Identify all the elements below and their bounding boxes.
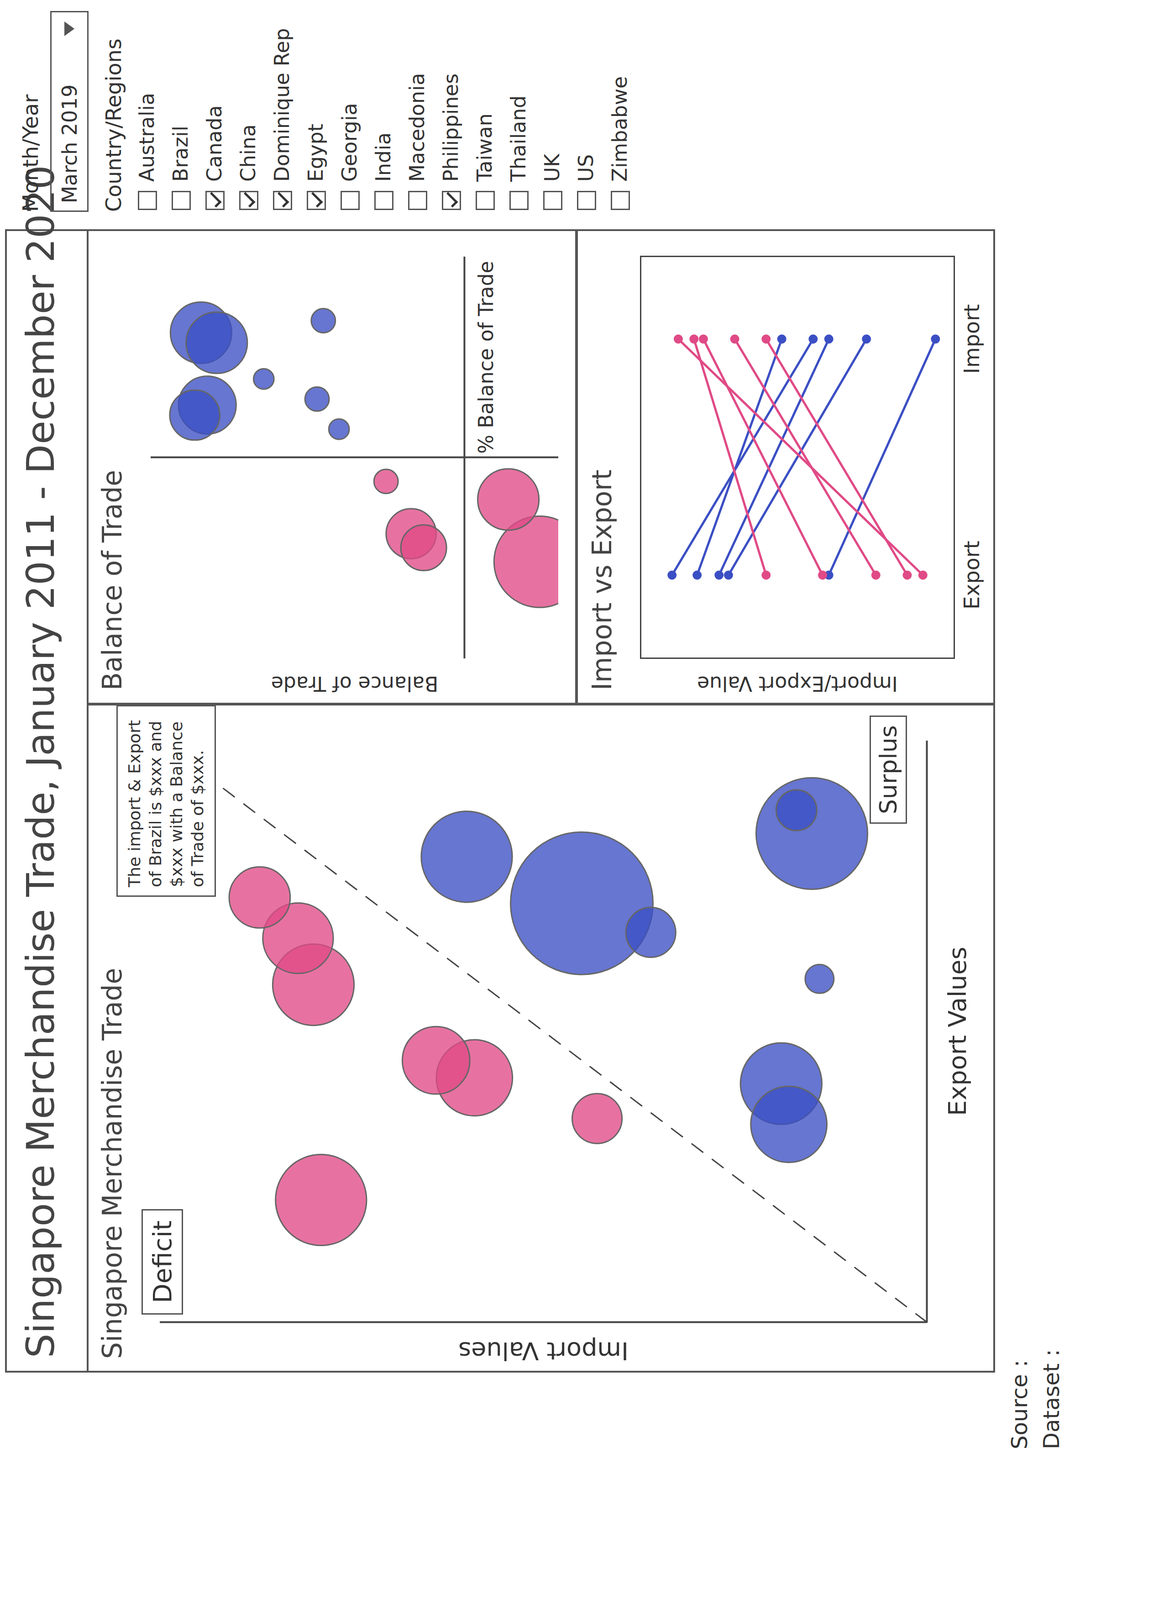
html-text:March 2019: March 2019 <box>57 84 82 204</box>
html-text:Deficit: Deficit <box>147 1220 178 1303</box>
html-text:Taiwan: Taiwan <box>472 113 497 182</box>
html-text:Egypt: Egypt <box>304 123 328 182</box>
html-text:Brazil: Brazil <box>168 125 193 182</box>
html-text:Month/Year: Month/Year <box>18 94 43 212</box>
html-text:Dominique Rep: Dominique Rep <box>270 28 294 182</box>
html-text:The import & Export of Brazil: The import & Export of Brazil is $xxx an… <box>125 719 207 887</box>
html-text:Georgia: Georgia <box>337 102 362 182</box>
svg-text:Balance of Trade: Balance of Trade <box>271 671 439 696</box>
html-text:Country/Regions: Country/Regions <box>101 38 126 212</box>
svg-text:Import/Export Value: Import/Export Value <box>697 671 898 696</box>
html-text:Canada: Canada <box>202 105 226 182</box>
html-text:Surplus: Surplus <box>874 724 902 814</box>
html-text:Philippines: Philippines <box>439 73 463 182</box>
html-text:UK: UK <box>540 153 564 182</box>
svg-text:Export: Export <box>959 540 985 610</box>
svg-text:Export Values: Export Values <box>943 946 972 1116</box>
html-text:Import vs Export: Import vs Export <box>586 469 618 691</box>
html-text:Singapore Merchandise Trade: Singapore Merchandise Trade <box>96 967 128 1359</box>
html-text:Thailand: Thailand <box>506 95 530 182</box>
html-text:Balance of Trade: Balance of Trade <box>96 469 128 691</box>
svg-text:Import: Import <box>959 304 985 374</box>
html-text:Singapore Merchandise Trade, J: Singapore Merchandise Trade, January 201… <box>18 165 63 1358</box>
svg-text:Import Values: Import Values <box>458 1336 629 1365</box>
html-text:Dataset :: Dataset : <box>1038 1348 1065 1449</box>
html-text:China: China <box>236 124 260 182</box>
svg-text:% Balance of Trade: % Balance of Trade <box>474 261 498 454</box>
html-text:India: India <box>371 132 395 182</box>
html-text:Macedonia: Macedonia <box>405 72 429 182</box>
html-text:Source :: Source : <box>1006 1359 1033 1449</box>
html-text:US: US <box>574 154 598 182</box>
html-text:Australia: Australia <box>135 92 159 182</box>
html-text:Zimbabwe: Zimbabwe <box>608 76 632 182</box>
